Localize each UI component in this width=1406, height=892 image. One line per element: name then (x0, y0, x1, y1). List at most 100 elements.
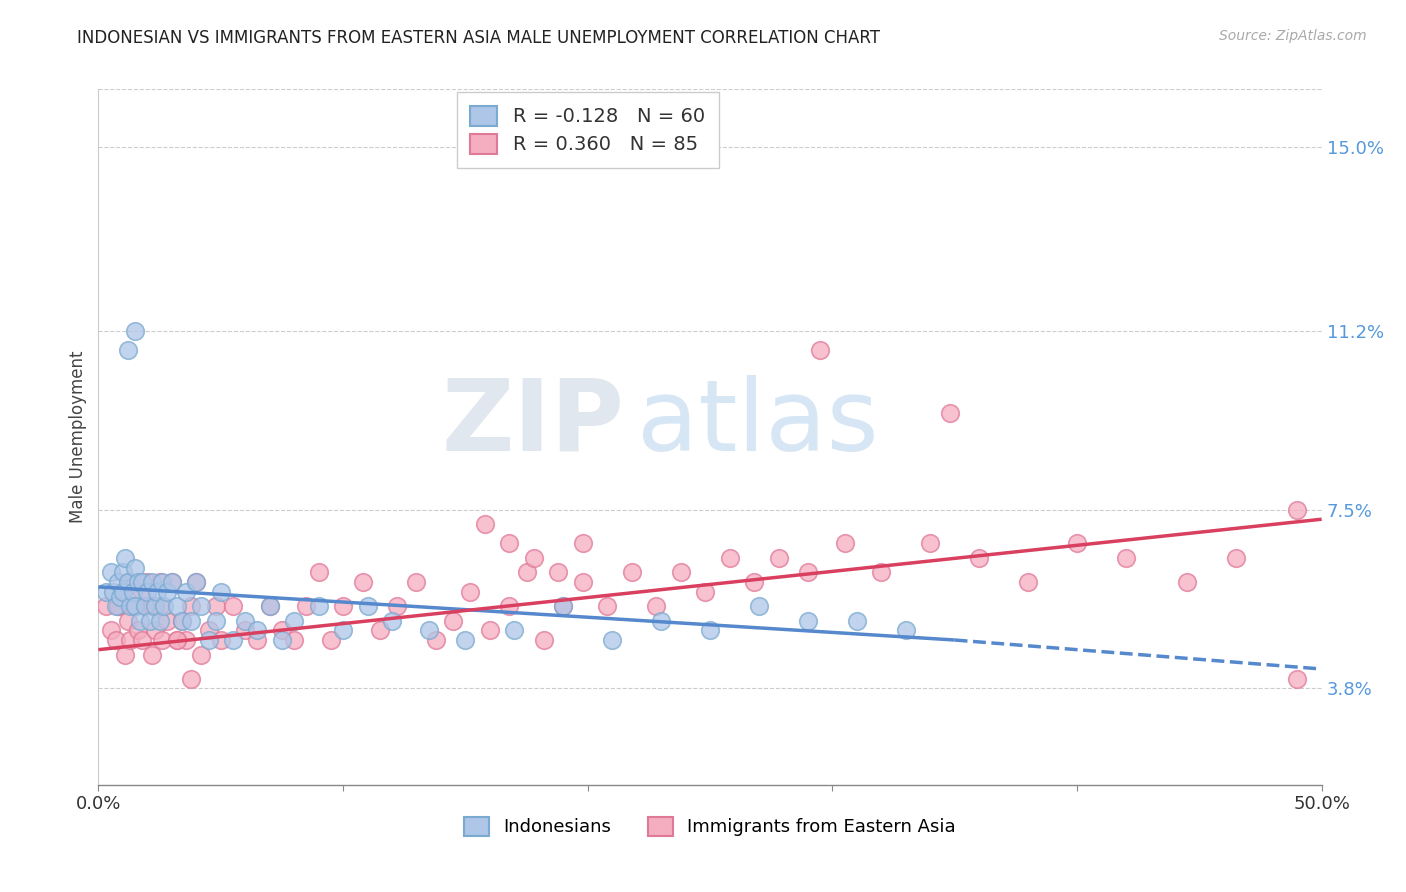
Point (107, 574, 129, 589)
Point (180, 599, 202, 614)
Point (141, 574, 163, 589)
Point (368, 624, 391, 638)
Point (94, 584, 117, 599)
Point (233, 614, 256, 628)
Point (166, 599, 188, 614)
Point (150, 633, 173, 648)
Point (149, 574, 172, 589)
Point (209, 633, 232, 648)
Point (131, 633, 153, 648)
Point (572, 536, 595, 550)
Point (308, 599, 330, 614)
Point (131, 584, 153, 599)
Point (110, 590, 132, 604)
Point (572, 574, 595, 589)
Point (385, 599, 408, 614)
Point (454, 633, 477, 648)
Point (797, 566, 820, 580)
Point (1175, 574, 1198, 589)
Point (156, 614, 179, 628)
Point (295, 599, 318, 614)
Text: Source: ZipAtlas.com: Source: ZipAtlas.com (1219, 29, 1367, 43)
Point (967, 550, 990, 565)
Point (515, 566, 537, 580)
Point (425, 633, 447, 648)
Y-axis label: Male Unemployment: Male Unemployment (69, 351, 87, 524)
Point (139, 614, 162, 628)
Point (111, 566, 134, 580)
Point (748, 599, 770, 614)
Point (1225, 550, 1247, 565)
Point (121, 584, 143, 599)
Point (101, 584, 124, 599)
Point (149, 599, 172, 614)
Point (186, 574, 208, 589)
Point (222, 599, 245, 614)
Point (120, 599, 142, 614)
Point (117, 574, 139, 589)
Point (834, 536, 856, 550)
Point (150, 574, 173, 589)
Point (134, 599, 156, 614)
Point (176, 584, 198, 599)
Point (120, 633, 142, 648)
Point (939, 406, 962, 420)
Point (270, 624, 294, 638)
Point (920, 536, 942, 550)
Point (498, 599, 520, 614)
Point (114, 550, 136, 565)
Point (650, 614, 672, 628)
Point (197, 633, 219, 648)
Point (136, 584, 159, 599)
Point (474, 517, 496, 532)
Point (418, 624, 440, 638)
Point (190, 648, 212, 662)
Point (845, 614, 868, 628)
Point (894, 624, 917, 638)
Point (1286, 502, 1309, 516)
Point (143, 599, 166, 614)
Point (246, 633, 269, 648)
Point (259, 599, 281, 614)
Point (166, 633, 188, 648)
Point (352, 574, 374, 589)
Point (308, 566, 330, 580)
Point (283, 614, 305, 628)
Point (553, 599, 575, 614)
Point (124, 560, 146, 574)
Point (478, 624, 501, 638)
Point (1066, 536, 1088, 550)
Point (141, 599, 163, 614)
Point (1017, 574, 1039, 589)
Point (127, 574, 149, 589)
Point (503, 624, 526, 638)
Point (141, 648, 163, 662)
Point (222, 633, 245, 648)
Point (114, 648, 136, 662)
Point (695, 584, 717, 599)
Point (768, 550, 790, 565)
Point (180, 672, 202, 686)
Point (104, 599, 127, 614)
Point (797, 614, 820, 628)
Point (246, 624, 269, 638)
Point (458, 584, 481, 599)
Point (104, 633, 127, 648)
Point (149, 614, 172, 628)
Point (645, 599, 668, 614)
Point (160, 574, 183, 589)
Point (405, 574, 427, 589)
Point (332, 624, 354, 638)
Point (742, 574, 765, 589)
Point (127, 624, 149, 638)
Point (160, 574, 183, 589)
Point (259, 599, 281, 614)
Point (600, 633, 623, 648)
Point (111, 584, 134, 599)
Point (1115, 550, 1137, 565)
Point (153, 599, 176, 614)
Point (1286, 672, 1309, 686)
Point (170, 614, 193, 628)
Point (190, 599, 212, 614)
Point (233, 624, 256, 638)
